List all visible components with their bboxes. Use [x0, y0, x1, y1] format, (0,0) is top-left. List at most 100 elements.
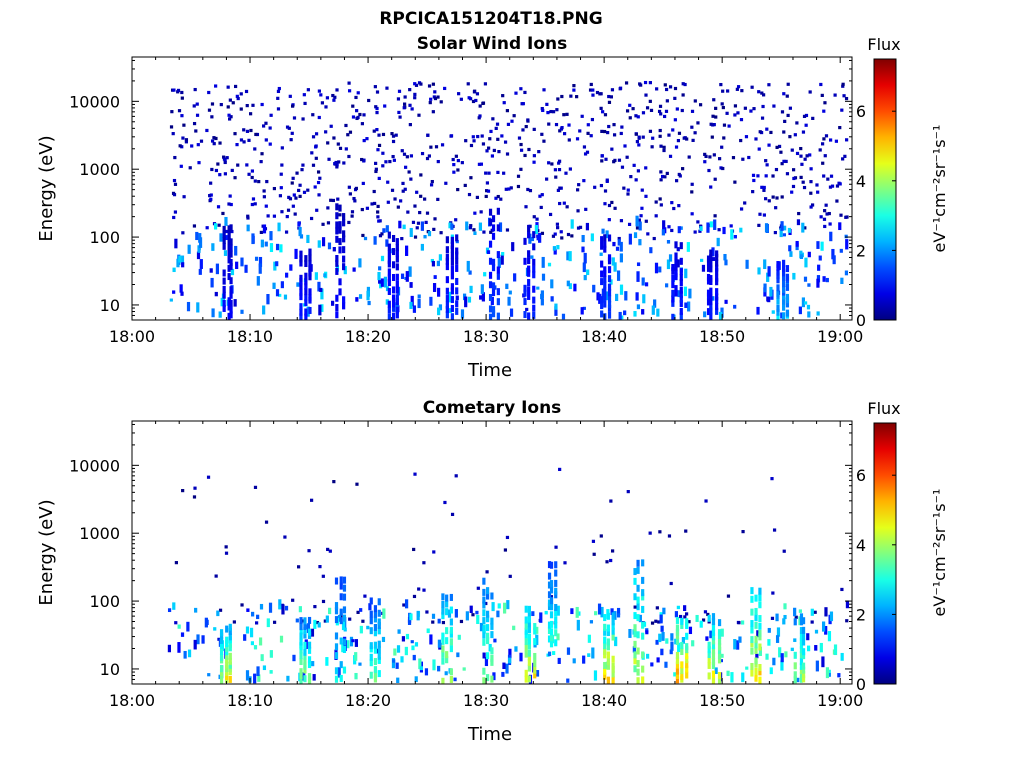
data-point: [484, 171, 488, 175]
data-point: [744, 135, 749, 139]
streak-cell: [679, 257, 683, 265]
data-point: [358, 258, 362, 268]
data-point: [368, 603, 372, 611]
data-point: [809, 205, 813, 209]
data-point: [279, 635, 284, 643]
streak-cell: [603, 628, 607, 636]
data-point: [292, 116, 297, 120]
data-point: [181, 136, 185, 140]
streak-cell: [611, 662, 615, 670]
data-point: [269, 670, 273, 674]
data-point: [578, 225, 583, 229]
data-point: [613, 262, 617, 272]
streak-cell: [228, 652, 232, 660]
streak-cell: [491, 282, 496, 290]
data-point: [431, 613, 436, 619]
streak-cell: [685, 643, 689, 651]
data-point: [619, 284, 624, 295]
data-point: [656, 657, 660, 663]
streak-cell: [227, 238, 231, 246]
data-point: [592, 552, 596, 556]
data-point: [508, 648, 512, 659]
streak-cell: [554, 603, 558, 611]
data-point: [760, 91, 764, 95]
data-point: [411, 220, 416, 224]
streak-cell: [754, 607, 758, 615]
streak-cell: [679, 279, 683, 287]
streak-cell: [304, 272, 308, 280]
data-point: [410, 107, 414, 111]
data-point: [167, 644, 171, 653]
data-point: [465, 611, 469, 621]
data-point: [524, 205, 528, 209]
data-point: [827, 672, 831, 677]
data-point: [820, 93, 824, 97]
data-point: [770, 616, 775, 620]
data-point: [172, 602, 176, 610]
data-point: [605, 291, 609, 301]
streak-cell: [445, 627, 449, 635]
data-point: [224, 216, 228, 226]
streak-cell: [441, 593, 445, 601]
streak-cell: [496, 272, 500, 280]
streak-cell: [304, 308, 308, 316]
data-point: [782, 159, 786, 163]
data-point: [684, 612, 689, 616]
streak-cell: [523, 237, 527, 245]
data-point: [429, 183, 434, 187]
streak-cell: [709, 312, 713, 320]
data-point: [488, 643, 492, 652]
data-point: [272, 620, 277, 624]
data-point: [300, 168, 304, 172]
data-point: [258, 263, 262, 274]
data-point: [384, 160, 388, 164]
data-point: [228, 98, 232, 102]
data-point: [335, 165, 339, 169]
data-point: [346, 133, 350, 137]
data-point: [691, 640, 695, 647]
data-point: [612, 123, 616, 127]
data-point: [193, 486, 197, 490]
data-point: [464, 296, 468, 308]
streak-cell: [754, 621, 758, 629]
streak-cell: [633, 624, 637, 632]
data-point: [581, 246, 585, 253]
colorbar-tick-label: 6: [856, 102, 866, 121]
data-point: [583, 152, 588, 156]
streak-cell: [490, 658, 494, 666]
data-point: [472, 90, 477, 94]
streak-cell: [377, 656, 381, 664]
streak-cell: [527, 615, 531, 623]
streak-cell: [607, 234, 612, 242]
data-point: [404, 599, 409, 609]
data-point: [725, 111, 729, 115]
data-point: [660, 174, 665, 179]
data-point: [790, 190, 794, 194]
data-point: [684, 302, 688, 309]
data-point: [403, 187, 407, 191]
data-point: [722, 226, 726, 235]
data-point: [739, 138, 743, 143]
streak-cell: [391, 261, 396, 269]
data-point: [476, 586, 480, 590]
data-point: [668, 85, 673, 89]
data-point: [250, 169, 255, 173]
streak-cell: [754, 594, 758, 602]
data-point: [807, 251, 811, 258]
data-point: [412, 654, 416, 661]
data-point: [556, 605, 560, 616]
data-point: [360, 207, 364, 212]
data-point: [466, 82, 470, 86]
data-point: [277, 86, 281, 91]
data-point: [821, 142, 825, 146]
streak-cell: [527, 675, 531, 683]
streak-cell: [679, 286, 683, 294]
data-point: [288, 197, 293, 201]
streak-cell: [219, 676, 224, 684]
streak-cell: [338, 238, 342, 246]
y-axis-label: Energy (eV): [36, 499, 57, 605]
data-point: [348, 130, 353, 134]
streak-cell: [675, 661, 680, 669]
data-point: [410, 295, 414, 307]
